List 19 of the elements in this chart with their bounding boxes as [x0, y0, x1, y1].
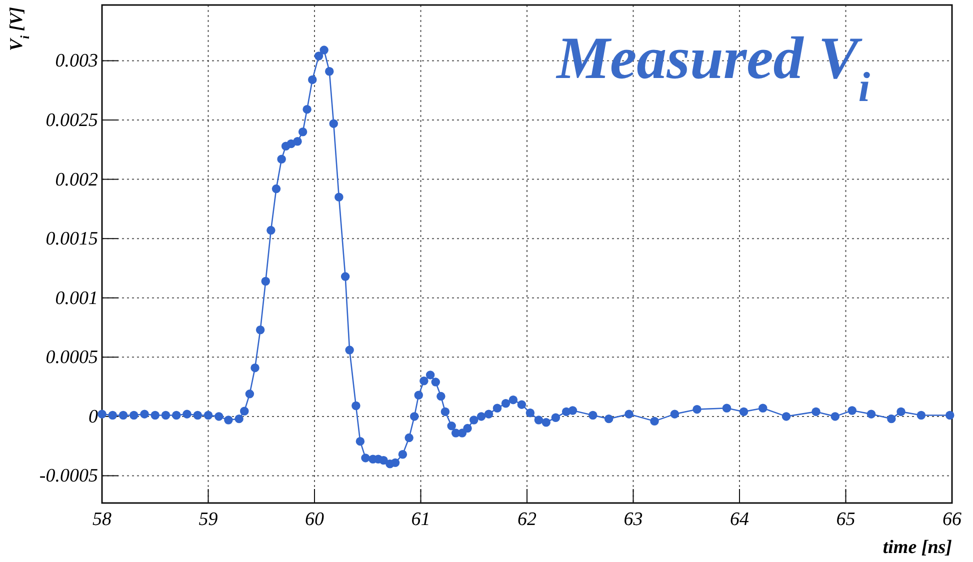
y-tick-label: 0.003	[55, 50, 98, 72]
y-tick-label: 0.0025	[46, 110, 98, 132]
x-tick-label: 63	[624, 509, 643, 530]
y-tick-label: 0.0015	[46, 228, 98, 250]
x-tick-label: 66	[942, 509, 962, 530]
x-tick-label: 59	[198, 509, 218, 530]
text: Measured V$_{i}$	[556, 25, 870, 111]
x-axis-title: time [ns]	[882, 537, 952, 558]
x-tick-label: 62	[518, 509, 537, 530]
y-tick-label: 0.002	[55, 169, 98, 190]
x-tick-label: 58	[92, 509, 112, 530]
x-tick-label: 65	[836, 509, 856, 530]
y-tick-label: 0.0005	[46, 347, 98, 368]
x-tick-label: 61	[411, 509, 430, 530]
y-tick-label: 0.001	[55, 288, 98, 309]
y-tick-label: 0	[88, 406, 98, 428]
x-tick-label: 60	[305, 509, 324, 530]
y-tick-label: -0.0005	[39, 466, 98, 487]
x-tick-label: 64	[730, 509, 750, 530]
